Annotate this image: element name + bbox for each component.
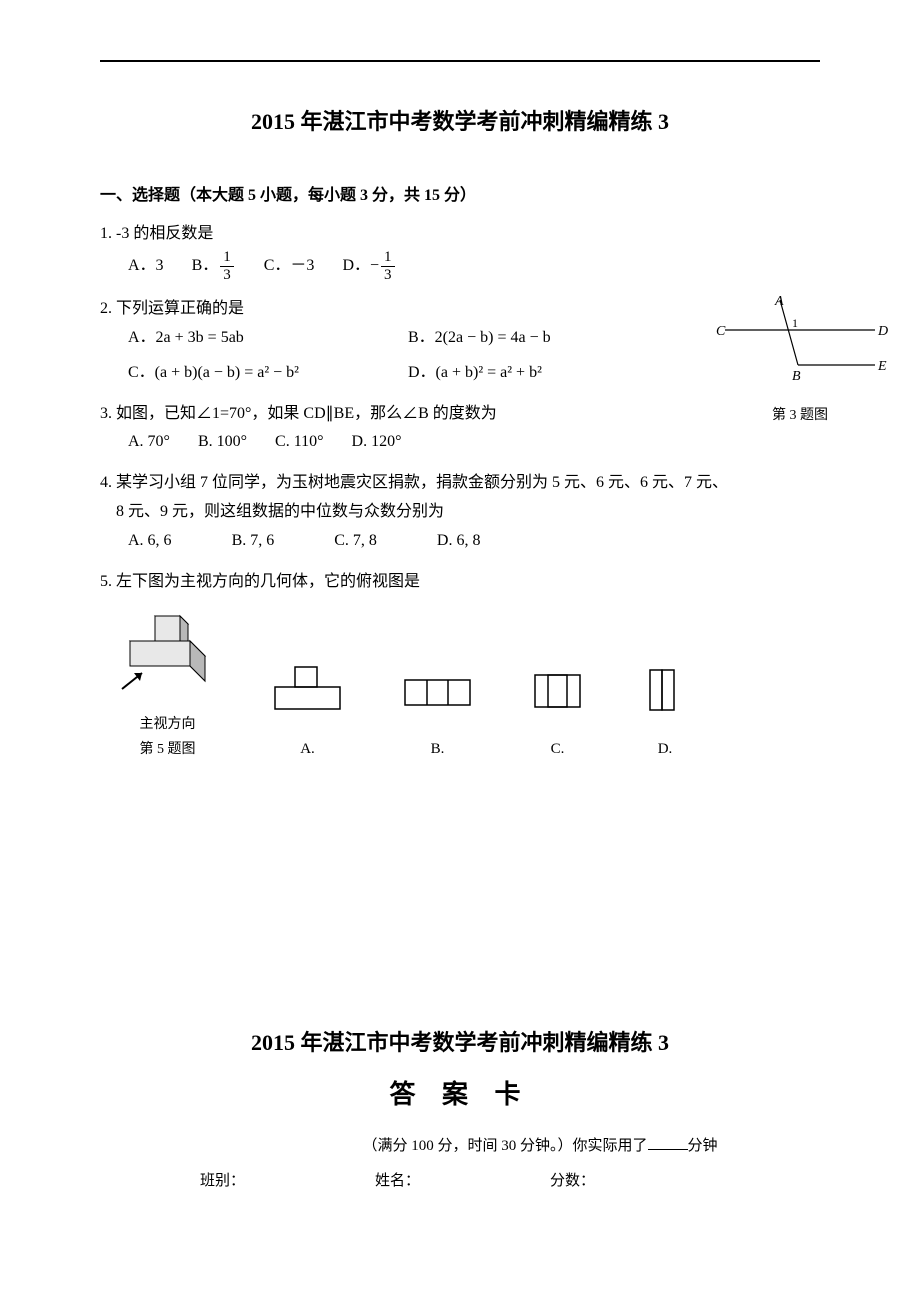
answer-info: （满分 100 分，时间 30 分钟。）你实际用了分钟 xyxy=(100,1133,820,1160)
q4-opt-b: B. 7, 6 xyxy=(232,527,275,556)
q5-opt-c-icon xyxy=(530,665,585,715)
section-1-header: 一、选择题（本大题 5 小题，每小题 3 分，共 15 分） xyxy=(100,182,820,211)
answer-title-2: 答 案 卡 xyxy=(100,1072,820,1119)
q4-line2: 8 元、9 元，则这组数据的中位数与众数分别为 xyxy=(100,498,820,527)
q5-text: 5. 左下图为主视方向的几何体，它的俯视图是 xyxy=(100,568,820,597)
q1-opt-b: B． 1 3 xyxy=(192,249,236,283)
q3-text: 3. 如图，已知∠1=70°，如果 CD∥BE，那么∠B 的度数为 xyxy=(100,400,820,429)
page-title: 2015 年湛江市中考数学考前冲刺精编精练 3 xyxy=(100,102,820,142)
q1-opt-a: A．3 xyxy=(128,249,164,283)
top-divider xyxy=(100,60,820,62)
question-3: 3. 如图，已知∠1=70°，如果 CD∥BE，那么∠B 的度数为 A. 70°… xyxy=(100,400,820,458)
label-e: E xyxy=(877,359,887,374)
field-score: 分数： xyxy=(550,1168,595,1195)
q5-opt-b-icon xyxy=(400,665,475,715)
q1-text: 1. -3 的相反数是 xyxy=(100,220,820,249)
q3-opt-b: B. 100° xyxy=(198,428,247,457)
answer-title-1: 2015 年湛江市中考数学考前冲刺精编精练 3 xyxy=(100,1023,820,1063)
fraction: 1 3 xyxy=(381,249,395,283)
q5-opt-a: A. xyxy=(270,665,345,763)
label-d: D xyxy=(877,324,888,339)
question-2: 2. 下列运算正确的是 A．2a + 3b = 5ab B．2(2a − b) … xyxy=(100,295,820,387)
q5-caption: 第 5 题图 xyxy=(120,737,215,762)
q5-main-label: 主视方向 xyxy=(120,712,215,737)
label-b: B xyxy=(792,369,801,384)
field-class: 班别： xyxy=(200,1168,245,1195)
q5-opt-b: B. xyxy=(400,665,475,763)
q3-opt-c: C. 110° xyxy=(275,428,323,457)
q4-opt-d: D. 6, 8 xyxy=(437,527,481,556)
answer-section: 2015 年湛江市中考数学考前冲刺精编精练 3 答 案 卡 （满分 100 分，… xyxy=(100,1023,820,1195)
q2-opt-d: D．(a + b)² = a² + b² xyxy=(408,359,688,388)
q1-opt-d: D． − 1 3 xyxy=(342,249,396,283)
answer-fields: 班别： 姓名： 分数： xyxy=(100,1168,820,1195)
label-a: A xyxy=(774,295,784,309)
q4-opt-c: C. 7, 8 xyxy=(334,527,377,556)
q3-opt-d: D. 120° xyxy=(352,428,402,457)
question-4: 4. 某学习小组 7 位同学，为玉树地震灾区捐款，捐款金额分别为 5 元、6 元… xyxy=(100,469,820,555)
q4-opt-a: A. 6, 6 xyxy=(128,527,172,556)
q5-solid-icon xyxy=(120,611,215,701)
q2-opt-a: A．2a + 3b = 5ab xyxy=(128,324,408,353)
question-5: 5. 左下图为主视方向的几何体，它的俯视图是 主视方向 xyxy=(100,568,820,763)
q2-opt-b: B．2(2a − b) = 4a − b xyxy=(408,324,688,353)
q3-opt-a: A. 70° xyxy=(128,428,170,457)
q4-line1: 4. 某学习小组 7 位同学，为玉树地震灾区捐款，捐款金额分别为 5 元、6 元… xyxy=(100,469,820,498)
time-blank[interactable] xyxy=(648,1136,688,1150)
q5-opt-d: D. xyxy=(640,665,690,763)
label-c: C xyxy=(716,324,726,339)
fraction: 1 3 xyxy=(220,249,234,283)
q1-opt-c: C．－3 xyxy=(264,249,315,283)
q5-opt-a-icon xyxy=(270,665,345,715)
label-1: 1 xyxy=(792,316,798,330)
q2-opt-c: C．(a + b)(a − b) = a² − b² xyxy=(128,359,408,388)
field-name: 姓名： xyxy=(375,1168,420,1195)
q5-main-figure: 主视方向 第 5 题图 xyxy=(120,611,215,762)
q5-opt-d-icon xyxy=(640,665,690,715)
q3-diagram: A C D B E 1 xyxy=(710,295,890,390)
q5-opt-c: C. xyxy=(530,665,585,763)
question-1: 1. -3 的相反数是 A．3 B． 1 3 C．－3 D． − 1 3 xyxy=(100,220,820,283)
